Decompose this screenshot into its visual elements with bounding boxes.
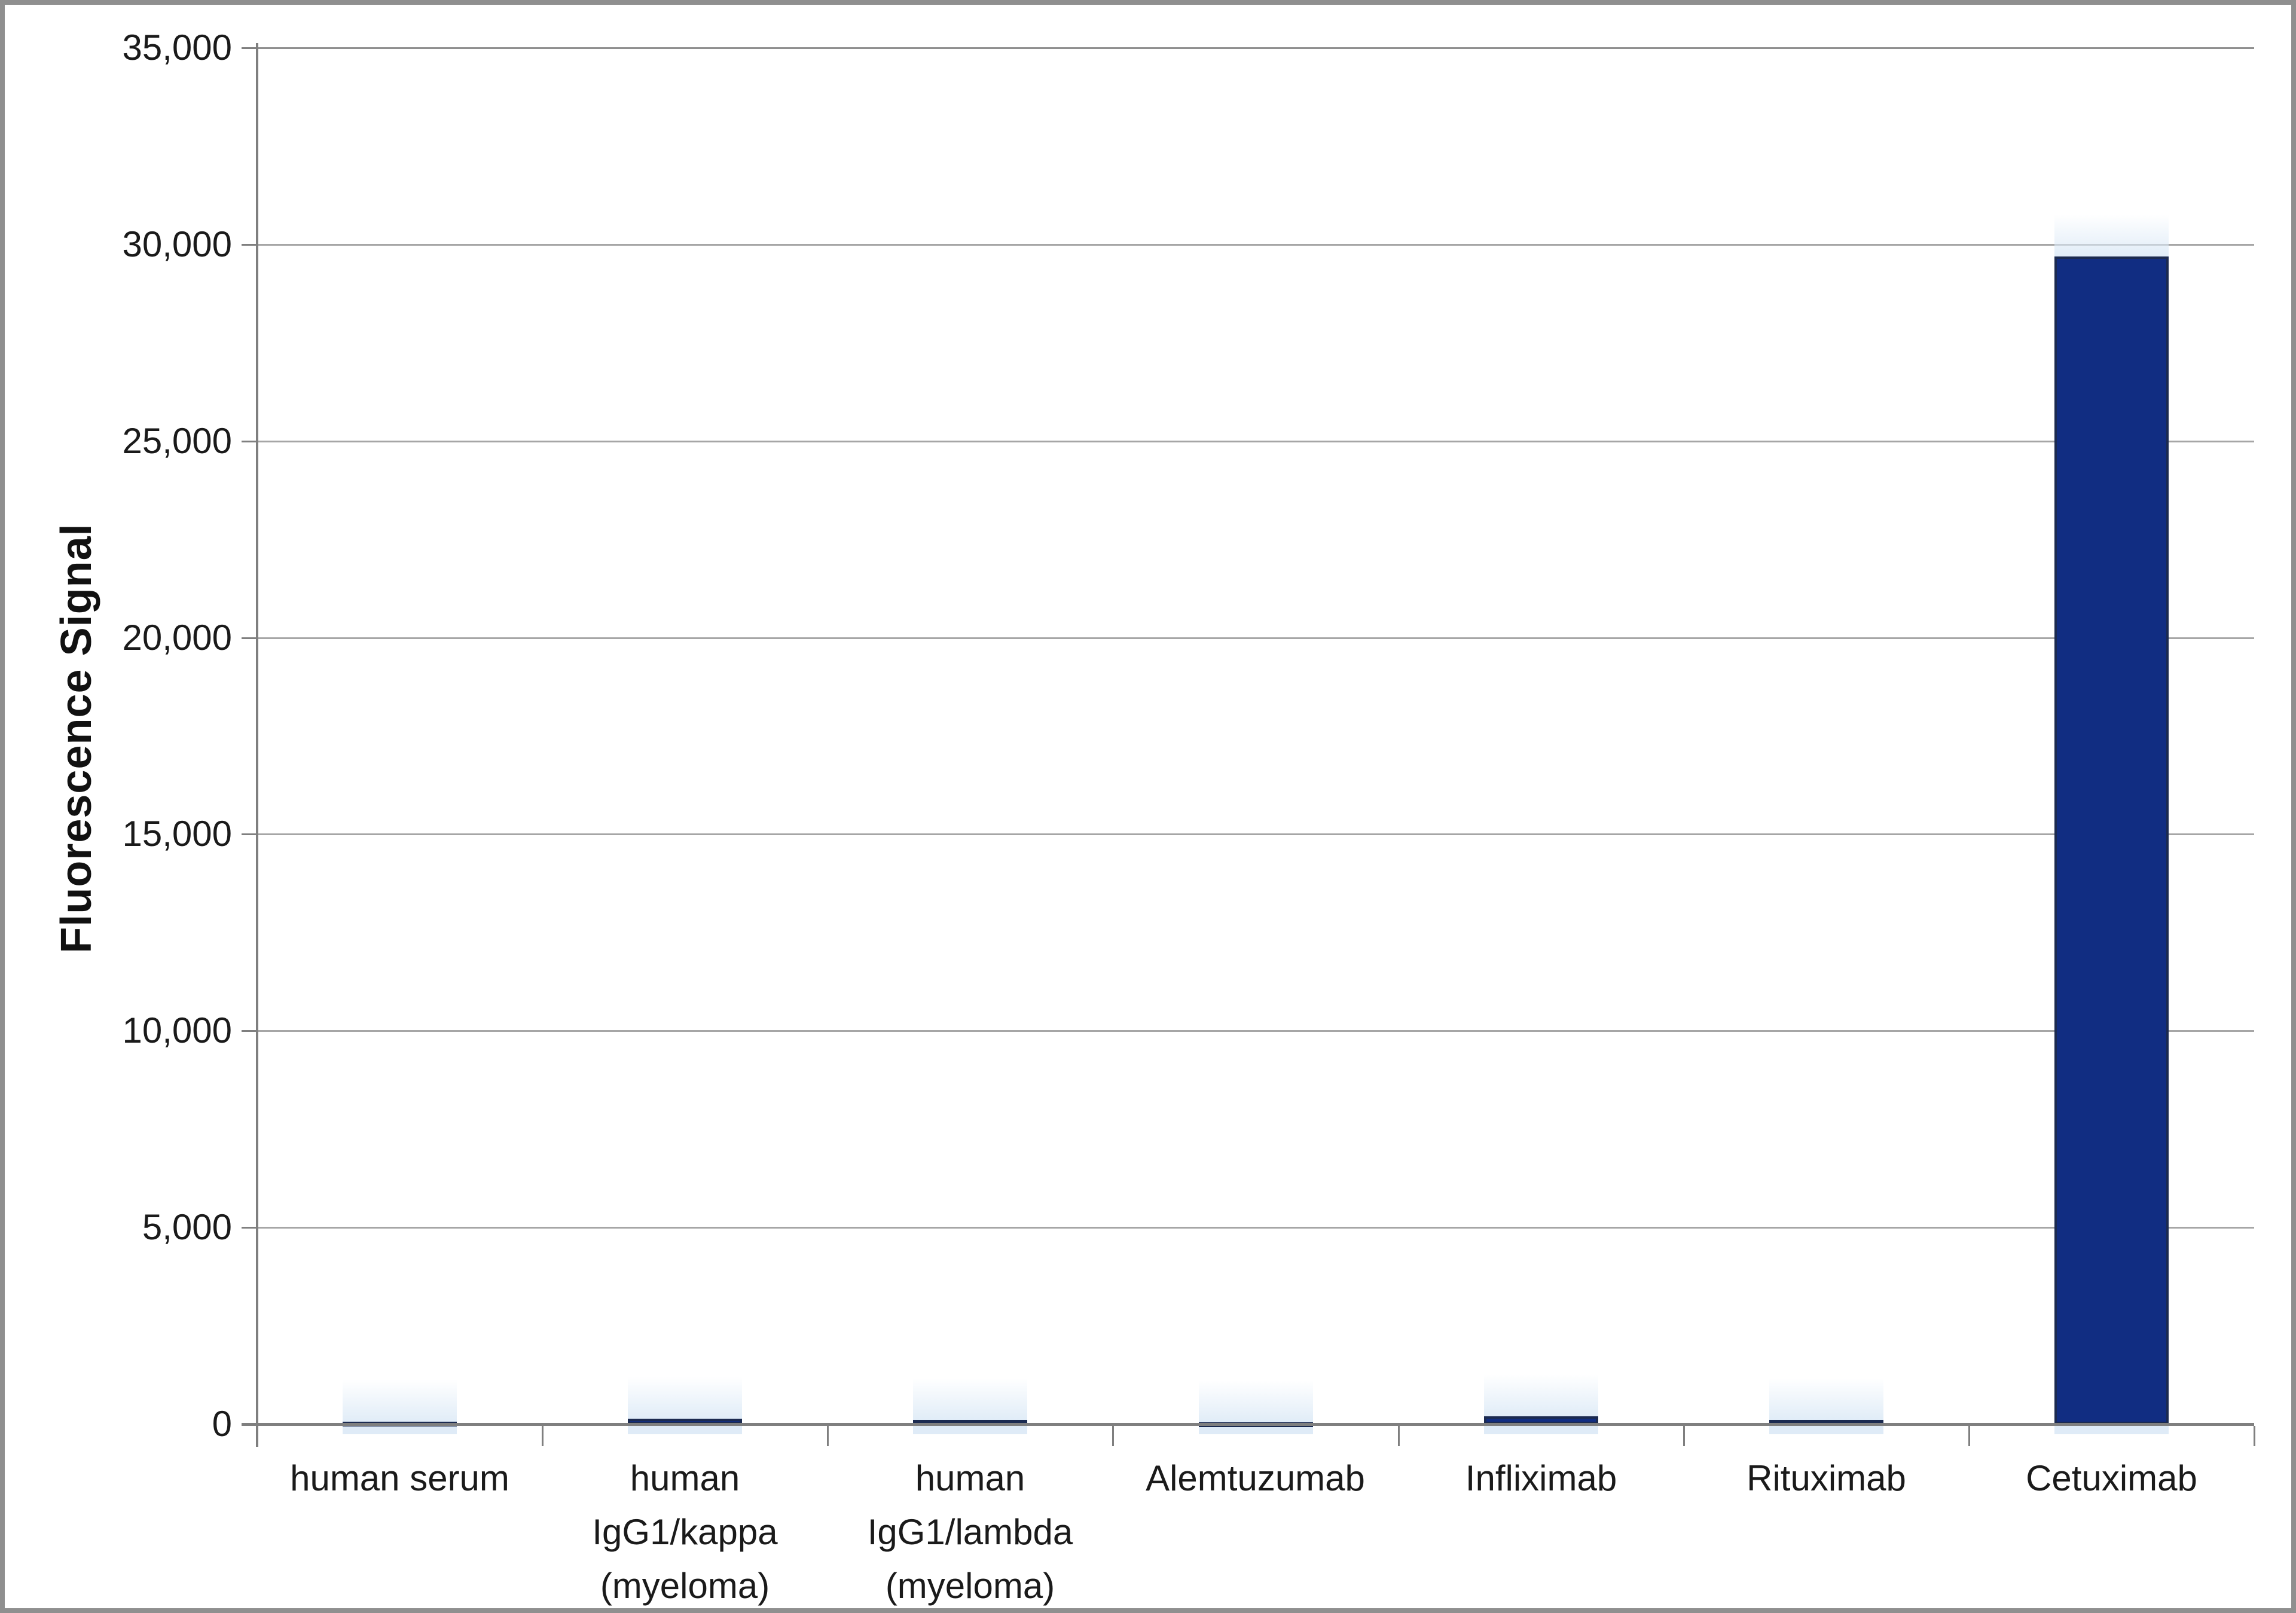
x-axis-tick [257,1426,258,1446]
y-axis-tick [242,244,257,246]
gridline [257,441,2254,442]
x-category-label-line: human [630,1458,740,1498]
y-tick-label: 25,000 [122,421,232,461]
bar-glow [1769,1378,1883,1420]
x-axis-tick [542,1426,544,1446]
y-axis-title: Fluorescence Signal [53,523,100,954]
gridline [257,47,2254,49]
x-category-label-line: Alemtuzumab [1146,1458,1365,1498]
y-axis-tick [242,637,257,639]
bar-cetuximab [2054,256,2169,1424]
y-axis-tick [242,1423,257,1425]
x-category-label: human IgG1/lambda (myeloma) [828,1452,1113,1608]
y-tick-label: 35,000 [122,28,232,68]
bar-reflection [1199,1426,1313,1434]
bar-glow [343,1380,457,1422]
x-category-label-line: Infliximab [1465,1458,1617,1498]
gridline [257,833,2254,835]
x-category-label-line: Rituximab [1747,1458,1906,1498]
bar-reflection [2054,1426,2169,1434]
y-axis-tick [242,1030,257,1032]
x-category-label: human serum [257,1452,542,1505]
bar-glow [913,1378,1027,1420]
bar-reflection [1769,1426,1883,1434]
x-category-label-line: human serum [290,1458,509,1498]
bar-reflection [628,1426,742,1434]
bar-reflection [343,1426,457,1434]
x-category-label-line: IgG1/lambda [867,1512,1073,1552]
y-tick-label: 10,000 [122,1010,232,1050]
x-axis-line [242,1423,2254,1426]
x-category-label: Cetuximab [1969,1452,2254,1505]
y-axis-line [256,43,258,1447]
bar-glow [1199,1380,1313,1422]
x-axis-tick [1398,1426,1400,1446]
bar-glow [1484,1374,1598,1416]
x-category-label-line: IgG1/kappa [592,1512,778,1552]
x-axis-tick [1968,1426,1970,1446]
gridline [257,637,2254,639]
bar-glow [2054,215,2169,256]
x-axis-tick [1683,1426,1685,1446]
bar-reflection [913,1426,1027,1434]
x-category-label-line: Cetuximab [2026,1458,2197,1498]
x-axis-tick [1112,1426,1114,1446]
y-tick-label: 5,000 [142,1207,232,1247]
x-category-label-line: human [915,1458,1025,1498]
x-category-label: Alemtuzumab [1113,1452,1398,1505]
x-axis-tick [2254,1426,2255,1446]
bar-reflection [1484,1426,1598,1434]
gridline [257,244,2254,246]
y-axis-tick [242,1227,257,1229]
x-category-label-line: (myeloma) [600,1566,770,1606]
y-axis-tick [242,833,257,835]
x-category-label-line: (myeloma) [885,1566,1055,1606]
y-axis-tick [242,441,257,442]
y-tick-label: 15,000 [122,814,232,854]
y-tick-label: 30,000 [122,224,232,264]
bar-glow [628,1377,742,1419]
y-tick-label: 20,000 [122,618,232,658]
x-category-label: Rituximab [1684,1452,1969,1505]
x-category-label: human IgG1/kappa (myeloma) [542,1452,828,1608]
y-tick-label: 0 [212,1404,232,1444]
y-axis-tick [242,47,257,49]
gridline [257,1030,2254,1032]
x-category-label: Infliximab [1399,1452,1684,1505]
x-axis-tick [827,1426,829,1446]
gridline [257,1227,2254,1229]
